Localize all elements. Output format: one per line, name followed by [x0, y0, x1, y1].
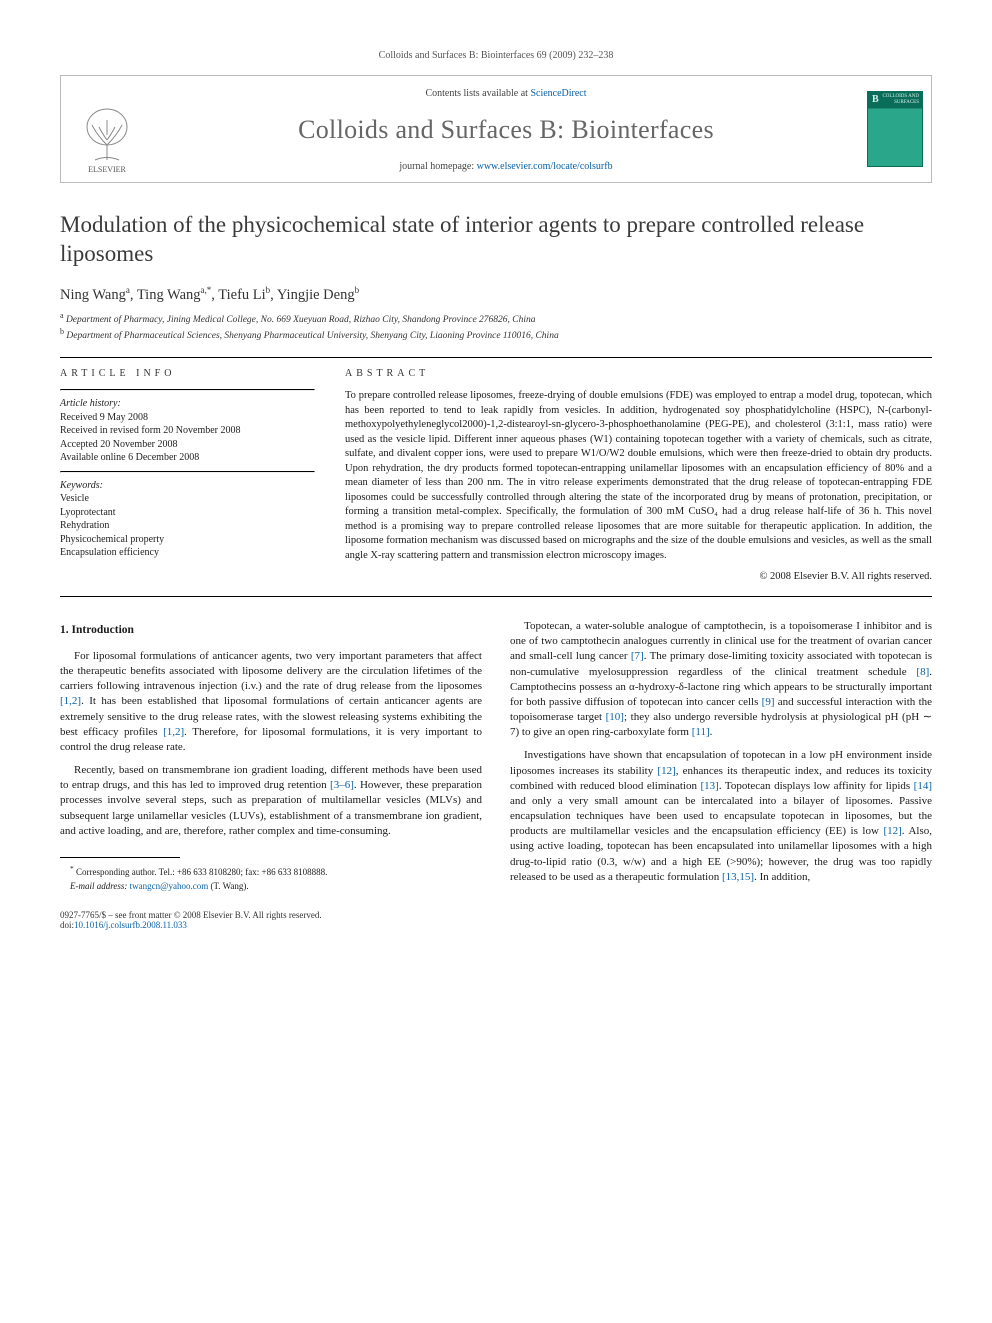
abstract-head: ABSTRACT: [345, 368, 932, 379]
affiliation-a: a Department of Pharmacy, Jining Medical…: [60, 311, 932, 327]
affiliations: a Department of Pharmacy, Jining Medical…: [60, 311, 932, 343]
citation-link[interactable]: [1,2]: [163, 726, 184, 738]
doi-prefix: doi:: [60, 920, 74, 930]
citation-link[interactable]: [7]: [631, 650, 644, 662]
corr-email-link[interactable]: twangcn@yahoo.com: [130, 881, 209, 891]
citation-link[interactable]: [12]: [883, 825, 901, 837]
info-rule-2: [60, 471, 315, 473]
elsevier-logo: ELSEVIER: [71, 84, 143, 174]
info-rule-1: [60, 389, 315, 391]
meta-grid: ARTICLE INFO Article history: Received 9…: [60, 368, 932, 582]
body-p1: For liposomal formulations of anticancer…: [60, 649, 482, 755]
section-title: Introduction: [72, 624, 134, 636]
authors-line: Ning Wanga, Ting Wanga,*, Tiefu Lib, Yin…: [60, 285, 932, 304]
history-online: Available online 6 December 2008: [60, 451, 315, 465]
abstract-column: ABSTRACT To prepare controlled release l…: [345, 368, 932, 582]
keywords-label: Keywords:: [60, 479, 315, 493]
keyword-item: Physicochemical property: [60, 533, 315, 547]
article-info-head: ARTICLE INFO: [60, 368, 315, 379]
publisher-label: ELSEVIER: [88, 165, 126, 174]
corresponding-footnote: * Corresponding author. Tel.: +86 633 81…: [60, 864, 482, 892]
citation-link[interactable]: [13]: [701, 780, 719, 792]
cover-thumb-cell: COLLOIDS AND SURFACES: [859, 76, 931, 182]
citation-link[interactable]: [10]: [606, 711, 624, 723]
keyword-item: Lyoprotectant: [60, 506, 315, 520]
history-accepted: Accepted 20 November 2008: [60, 438, 315, 452]
page-footer: 0927-7765/$ – see front matter © 2008 El…: [60, 910, 932, 930]
front-matter-copyright: 0927-7765/$ – see front matter © 2008 El…: [60, 910, 322, 920]
history-received: Received 9 May 2008: [60, 411, 315, 425]
abstract-text: To prepare controlled release liposomes,…: [345, 389, 932, 563]
front-matter-line: 0927-7765/$ – see front matter © 2008 El…: [60, 910, 322, 930]
journal-name: Colloids and Surfaces B: Biointerfaces: [161, 115, 851, 145]
keywords-list: VesicleLyoprotectantRehydrationPhysicoch…: [60, 492, 315, 560]
publisher-logo-cell: ELSEVIER: [61, 76, 153, 182]
article-info-block: Article history: Received 9 May 2008 Rec…: [60, 389, 315, 560]
journal-homepage-link[interactable]: www.elsevier.com/locate/colsurfb: [477, 161, 613, 172]
keyword-item: Vesicle: [60, 492, 315, 506]
doi-link[interactable]: 10.1016/j.colsurfb.2008.11.033: [74, 920, 187, 930]
cover-subtitle: COLLOIDS AND SURFACES: [868, 94, 919, 105]
section-rule-top: [60, 357, 932, 358]
contents-line: Contents lists available at ScienceDirec…: [161, 88, 851, 99]
citation-link[interactable]: [11]: [692, 726, 710, 738]
section-heading-1: 1. Introduction: [60, 623, 482, 639]
body-columns: 1. Introduction For liposomal formulatio…: [60, 619, 932, 894]
body-p3: Topotecan, a water-soluble analogue of c…: [510, 619, 932, 740]
citation-link[interactable]: [8]: [916, 666, 929, 678]
journal-homepage-line: journal homepage: www.elsevier.com/locat…: [161, 161, 851, 172]
article-title: Modulation of the physicochemical state …: [60, 211, 932, 269]
citation-link[interactable]: [13,15]: [722, 871, 754, 883]
elsevier-tree-icon: [77, 105, 137, 165]
affiliation-b: b Department of Pharmaceutical Sciences,…: [60, 327, 932, 343]
section-rule-bottom: [60, 596, 932, 597]
corr-author-text: Corresponding author. Tel.: +86 633 8108…: [76, 867, 327, 877]
body-p4: Investigations have shown that encapsula…: [510, 748, 932, 885]
running-head: Colloids and Surfaces B: Biointerfaces 6…: [60, 50, 932, 61]
homepage-prefix: journal homepage:: [399, 161, 476, 172]
sciencedirect-link[interactable]: ScienceDirect: [530, 88, 586, 99]
keyword-item: Rehydration: [60, 519, 315, 533]
history-label: Article history:: [60, 397, 315, 411]
article-info-column: ARTICLE INFO Article history: Received 9…: [60, 368, 315, 582]
history-revised: Received in revised form 20 November 200…: [60, 424, 315, 438]
citation-link[interactable]: [14]: [914, 780, 932, 792]
keyword-item: Encapsulation efficiency: [60, 546, 315, 560]
section-number: 1.: [60, 624, 69, 636]
journal-header-box: ELSEVIER Contents lists available at Sci…: [60, 75, 932, 183]
citation-link[interactable]: [1,2]: [60, 695, 81, 707]
journal-header-center: Contents lists available at ScienceDirec…: [153, 76, 859, 182]
citation-link[interactable]: [9]: [762, 696, 775, 708]
abstract-copyright: © 2008 Elsevier B.V. All rights reserved…: [345, 571, 932, 582]
journal-cover-thumb: COLLOIDS AND SURFACES: [867, 91, 923, 167]
body-p2: Recently, based on transmembrane ion gra…: [60, 763, 482, 839]
citation-link[interactable]: [3–6]: [330, 779, 354, 791]
citation-link[interactable]: [12]: [657, 765, 675, 777]
footnote-rule: [60, 857, 180, 858]
corr-email-name: (T. Wang).: [210, 881, 248, 891]
contents-prefix: Contents lists available at: [425, 88, 530, 99]
email-label: E-mail address:: [70, 881, 127, 891]
